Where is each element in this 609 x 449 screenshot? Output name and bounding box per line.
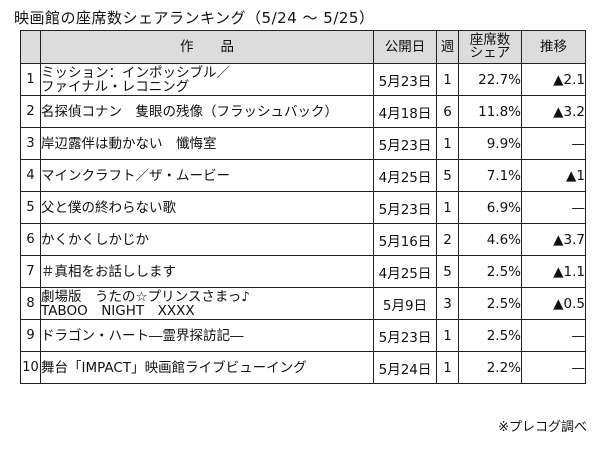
- table-header-row: 作 品 公開日 週 座席数 シェア 推移: [20, 30, 586, 64]
- title-line2: TABOO NIGHT XXXX: [41, 302, 195, 319]
- rank-cell: 5: [20, 191, 41, 224]
- table-row: 3 岸辺露伴は動かない 懺悔室 5月23日 1 9.9% —: [20, 127, 586, 160]
- title-line1: ミッション：インポッシブル／: [41, 64, 231, 81]
- title-line1: マインクラフト／ザ・ムービー: [41, 167, 231, 184]
- table-row: 5 父と僕の終わらない歌 5月23日 1 6.9% —: [20, 191, 586, 224]
- rank-cell: 8: [20, 287, 41, 320]
- trend-cell: —: [521, 127, 586, 160]
- release-cell: 5月24日: [373, 351, 437, 384]
- title-cell: マインクラフト／ザ・ムービー: [40, 159, 374, 192]
- title-line2: ファイナル・レコニング: [41, 78, 190, 95]
- title-cell: ＃真相をお話しします: [40, 255, 374, 288]
- weeks-cell: 2: [436, 223, 459, 256]
- table-row: 1 ミッション：インポッシブル／ ファイナル・レコニング 5月23日 1 22.…: [20, 63, 586, 96]
- trend-cell: ▲3.7: [521, 223, 586, 256]
- trend-cell: —: [521, 351, 586, 384]
- release-cell: 5月23日: [373, 319, 437, 352]
- release-cell: 5月16日: [373, 223, 437, 256]
- title-line1: 父と僕の終わらない歌: [41, 199, 177, 216]
- share-cell: 11.8%: [458, 95, 522, 128]
- weeks-cell: 1: [436, 319, 459, 352]
- release-cell: 4月25日: [373, 159, 437, 192]
- share-cell: 6.9%: [458, 191, 522, 224]
- table-row: 6 かくかくしかじか 5月16日 2 4.6% ▲3.7: [20, 223, 586, 256]
- page-title: 映画館の座席数シェアランキング（5/24 ～ 5/25）: [14, 9, 375, 27]
- title-cell: 岸辺露伴は動かない 懺悔室: [40, 127, 374, 160]
- share-cell: 7.1%: [458, 159, 522, 192]
- trend-cell: ▲1.1: [521, 255, 586, 288]
- rank-cell: 7: [20, 255, 41, 288]
- header-trend: 推移: [521, 30, 586, 64]
- title-cell: 舞台「IMPACT」映画館ライブビューイング: [40, 351, 374, 384]
- header-title: 作 品: [40, 30, 374, 64]
- table-row: 8 劇場版 うたの☆プリンスさまっ♪ TABOO NIGHT XXXX 5月9日…: [20, 287, 586, 320]
- share-cell: 2.5%: [458, 287, 522, 320]
- header-weeks: 週: [436, 30, 459, 64]
- title-cell: 名探偵コナン 隻眼の残像（フラッシュバック）: [40, 95, 374, 128]
- rank-cell: 3: [20, 127, 41, 160]
- share-cell: 2.5%: [458, 319, 522, 352]
- weeks-cell: 3: [436, 287, 459, 320]
- release-cell: 4月18日: [373, 95, 437, 128]
- share-cell: 2.5%: [458, 255, 522, 288]
- weeks-cell: 1: [436, 63, 459, 96]
- share-cell: 4.6%: [458, 223, 522, 256]
- table-row: 2 名探偵コナン 隻眼の残像（フラッシュバック） 4月18日 6 11.8% ▲…: [20, 95, 586, 128]
- rank-cell: 1: [20, 63, 41, 96]
- table-row: 10 舞台「IMPACT」映画館ライブビューイング 5月24日 1 2.2% —: [20, 351, 586, 384]
- title-cell: かくかくしかじか: [40, 223, 374, 256]
- source-note: ※プレコグ調べ: [498, 420, 587, 435]
- header-share-line2: シェア: [469, 45, 511, 61]
- trend-cell: ▲1: [521, 159, 586, 192]
- ranking-table: 作 品 公開日 週 座席数 シェア 推移 1 ミッション：インポッシブル／ ファ…: [20, 30, 586, 384]
- release-cell: 5月23日: [373, 191, 437, 224]
- rank-cell: 4: [20, 159, 41, 192]
- release-cell: 5月9日: [373, 287, 437, 320]
- trend-cell: ▲2.1: [521, 63, 586, 96]
- rank-cell: 2: [20, 95, 41, 128]
- trend-cell: —: [521, 319, 586, 352]
- title-line1: かくかくしかじか: [41, 231, 150, 248]
- title-line1: ドラゴン・ハート―霊界探訪記―: [41, 327, 244, 344]
- table-row: 4 マインクラフト／ザ・ムービー 4月25日 5 7.1% ▲1: [20, 159, 586, 192]
- title-cell: 父と僕の終わらない歌: [40, 191, 374, 224]
- weeks-cell: 1: [436, 191, 459, 224]
- weeks-cell: 1: [436, 351, 459, 384]
- rank-cell: 9: [20, 319, 41, 352]
- header-share-line1: 座席数: [469, 32, 511, 48]
- share-cell: 9.9%: [458, 127, 522, 160]
- header-release: 公開日: [373, 30, 437, 64]
- weeks-cell: 6: [436, 95, 459, 128]
- release-cell: 5月23日: [373, 127, 437, 160]
- title-line1: 名探偵コナン 隻眼の残像（フラッシュバック）: [41, 103, 339, 120]
- rank-cell: 10: [20, 351, 41, 384]
- weeks-cell: 1: [436, 127, 459, 160]
- weeks-cell: 5: [436, 255, 459, 288]
- table-row: 9 ドラゴン・ハート―霊界探訪記― 5月23日 1 2.5% —: [20, 319, 586, 352]
- title-line1: 岸辺露伴は動かない 懺悔室: [41, 135, 217, 152]
- header-rank: [20, 30, 41, 64]
- rank-cell: 6: [20, 223, 41, 256]
- trend-cell: ▲0.5: [521, 287, 586, 320]
- trend-cell: ▲3.2: [521, 95, 586, 128]
- release-cell: 5月23日: [373, 63, 437, 96]
- title-line1: 劇場版 うたの☆プリンスさまっ♪: [41, 288, 250, 305]
- title-line1: ＃真相をお話しします: [41, 263, 177, 280]
- title-cell: ミッション：インポッシブル／ ファイナル・レコニング: [40, 63, 374, 96]
- weeks-cell: 5: [436, 159, 459, 192]
- share-cell: 2.2%: [458, 351, 522, 384]
- title-cell: 劇場版 うたの☆プリンスさまっ♪ TABOO NIGHT XXXX: [40, 287, 374, 320]
- trend-cell: —: [521, 191, 586, 224]
- table-row: 7 ＃真相をお話しします 4月25日 5 2.5% ▲1.1: [20, 255, 586, 288]
- title-cell: ドラゴン・ハート―霊界探訪記―: [40, 319, 374, 352]
- header-share: 座席数 シェア: [458, 30, 522, 64]
- release-cell: 4月25日: [373, 255, 437, 288]
- title-line1: 舞台「IMPACT」映画館ライブビューイング: [41, 359, 307, 376]
- share-cell: 22.7%: [458, 63, 522, 96]
